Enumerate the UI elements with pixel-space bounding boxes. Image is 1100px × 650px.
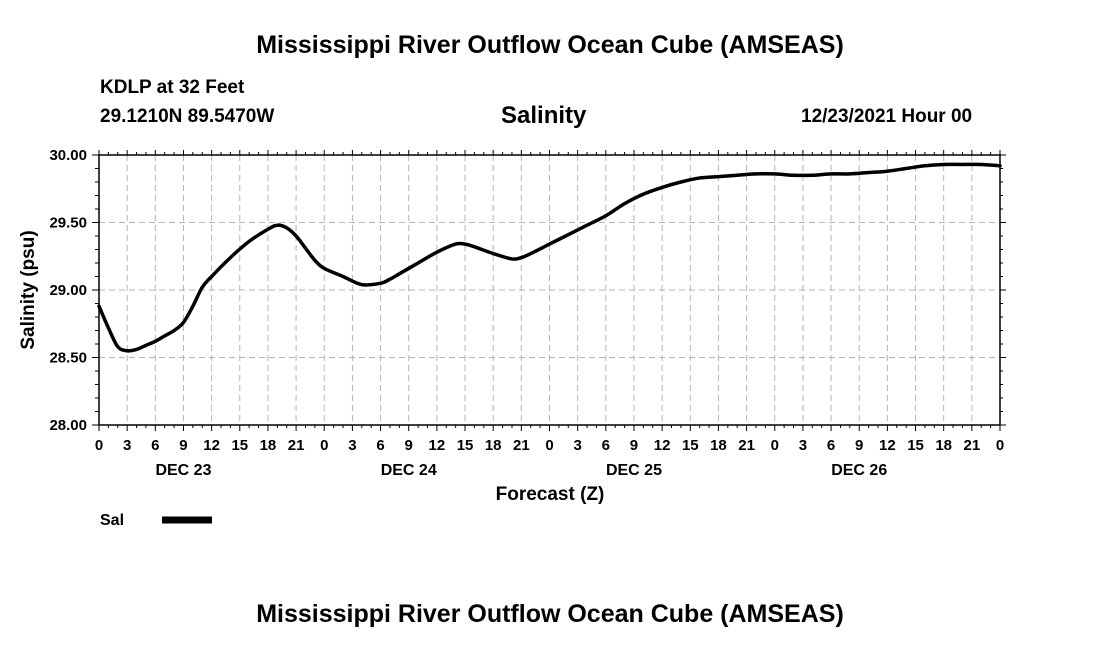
day-label: DEC 25 (606, 462, 662, 479)
x-tick-label: 15 (231, 437, 248, 454)
axis-ticks (92, 150, 1006, 431)
x-tick-label: 21 (738, 437, 755, 454)
day-labels: DEC 23 DEC 24 DEC 25 DEC 26 (155, 462, 887, 479)
y-tick-label: 28.00 (49, 417, 87, 434)
station-name: KDLP at 32 Feet (100, 77, 245, 98)
x-tick-label: 9 (630, 437, 638, 454)
x-tick-label: 18 (935, 437, 952, 454)
day-label: DEC 26 (831, 462, 887, 479)
x-tick-label: 18 (485, 437, 502, 454)
x-tick-label: 6 (376, 437, 384, 454)
chart-title: Mississippi River Outflow Ocean Cube (AM… (256, 31, 844, 59)
x-tick-label: 0 (95, 437, 103, 454)
y-tick-label: 29.00 (49, 282, 87, 299)
x-tick-label: 6 (827, 437, 835, 454)
x-tick-label: 3 (123, 437, 131, 454)
x-tick-label: 0 (996, 437, 1004, 454)
x-tick-label: 9 (405, 437, 413, 454)
y-axis-label: Salinity (psu) (18, 230, 39, 349)
x-tick-label: 21 (964, 437, 981, 454)
y-tick-label: 30.00 (49, 147, 87, 164)
series-sal-line (97, 162, 1002, 353)
forecast-datetime: 12/23/2021 Hour 00 (801, 106, 973, 127)
grid-lines (99, 155, 1000, 425)
day-label: DEC 24 (381, 462, 437, 479)
x-tick-label: 15 (682, 437, 699, 454)
x-tick-label: 9 (855, 437, 863, 454)
x-tick-labels: 0 3 6 9 12 15 18 21 0 3 6 9 12 15 18 21 0 3 6 9 12 15 18 21 0 3 6 9… (95, 437, 1004, 454)
x-tick-label: 21 (513, 437, 530, 454)
x-tick-label: 3 (573, 437, 581, 454)
x-tick-label: 0 (545, 437, 553, 454)
footer-title: Mississippi River Outflow Ocean Cube (AM… (256, 600, 844, 628)
x-tick-label: 6 (602, 437, 610, 454)
y-tick-label: 28.50 (49, 350, 87, 367)
y-tick-label: 29.50 (49, 215, 87, 232)
x-tick-label: 3 (799, 437, 807, 454)
x-tick-label: 3 (348, 437, 356, 454)
x-tick-label: 15 (457, 437, 474, 454)
variable-title: Salinity (501, 102, 587, 129)
x-tick-label: 12 (879, 437, 896, 454)
station-coords: 29.1210N 89.5470W (100, 106, 275, 127)
y-tick-labels: 28.00 28.50 29.00 29.50 30.00 (49, 147, 87, 434)
x-tick-label: 21 (288, 437, 305, 454)
x-tick-label: 18 (260, 437, 277, 454)
x-tick-label: 0 (320, 437, 328, 454)
x-axis-label: Forecast (Z) (496, 484, 605, 505)
x-tick-label: 0 (771, 437, 779, 454)
x-tick-label: 6 (151, 437, 159, 454)
legend-label: Sal (100, 512, 124, 529)
day-label: DEC 23 (155, 462, 211, 479)
x-tick-label: 15 (907, 437, 924, 454)
x-tick-label: 9 (179, 437, 187, 454)
x-tick-label: 12 (429, 437, 446, 454)
x-tick-label: 12 (654, 437, 671, 454)
x-tick-label: 12 (203, 437, 220, 454)
x-tick-label: 18 (710, 437, 727, 454)
